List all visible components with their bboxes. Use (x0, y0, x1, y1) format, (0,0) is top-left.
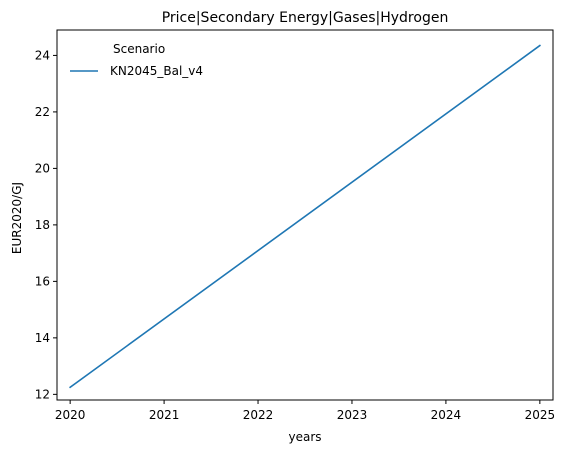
x-tick-label: 2023 (337, 408, 368, 422)
x-tick-label: 2021 (149, 408, 180, 422)
y-tick-label: 22 (35, 105, 50, 119)
legend-title: Scenario (113, 42, 165, 56)
y-tick-label: 14 (35, 331, 50, 345)
series-line-0 (69, 44, 541, 389)
chart-title: Price|Secondary Energy|Gases|Hydrogen (162, 10, 449, 26)
y-tick-label: 20 (35, 161, 50, 175)
legend: Scenario KN2045_Bal_v4 (70, 42, 203, 78)
y-axis-ticks: 12 14 16 18 20 22 24 (35, 48, 57, 401)
y-tick-label: 18 (35, 218, 50, 232)
axes-frame (56, 29, 554, 401)
y-axis-label: EUR2020/GJ (10, 182, 24, 254)
x-axis-ticks: 2020 2021 2022 2023 2024 2025 (55, 400, 555, 422)
y-tick-label: 24 (35, 48, 50, 62)
x-tick-label: 2024 (431, 408, 462, 422)
legend-label-kn2045-bal-v4: KN2045_Bal_v4 (110, 64, 203, 78)
x-axis-label: years (288, 430, 321, 444)
series-lines (69, 44, 541, 389)
y-tick-label: 12 (35, 387, 50, 401)
x-tick-label: 2020 (55, 408, 86, 422)
x-tick-label: 2025 (525, 408, 556, 422)
y-tick-label: 16 (35, 274, 50, 288)
x-tick-label: 2022 (243, 408, 274, 422)
